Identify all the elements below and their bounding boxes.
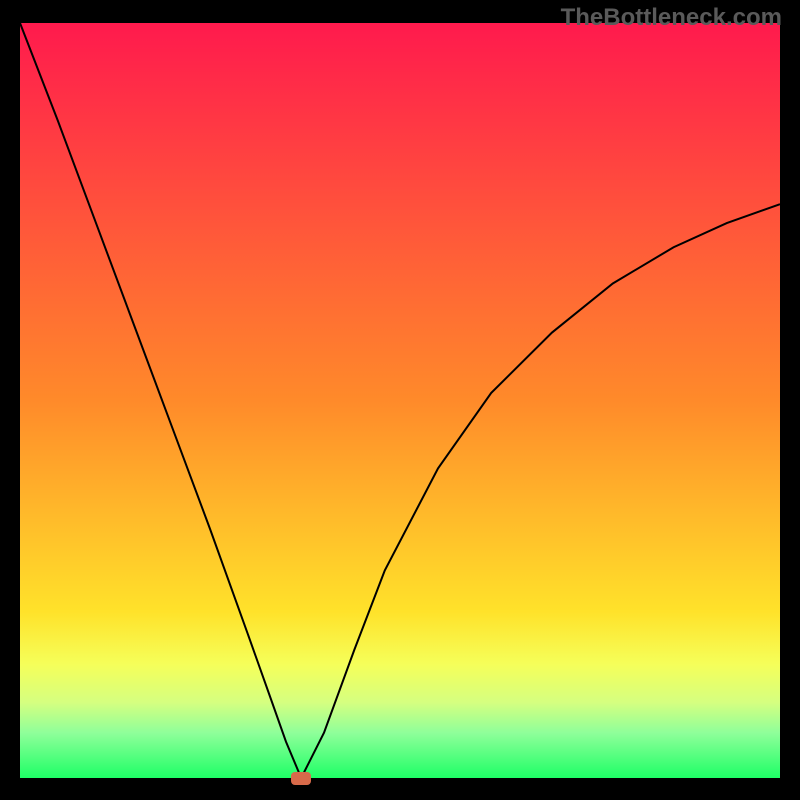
curve-path bbox=[20, 23, 780, 778]
bottleneck-chart bbox=[20, 23, 780, 778]
watermark-text: TheBottleneck.com bbox=[561, 4, 782, 32]
minimum-marker bbox=[291, 772, 311, 785]
curve-line bbox=[20, 23, 780, 778]
